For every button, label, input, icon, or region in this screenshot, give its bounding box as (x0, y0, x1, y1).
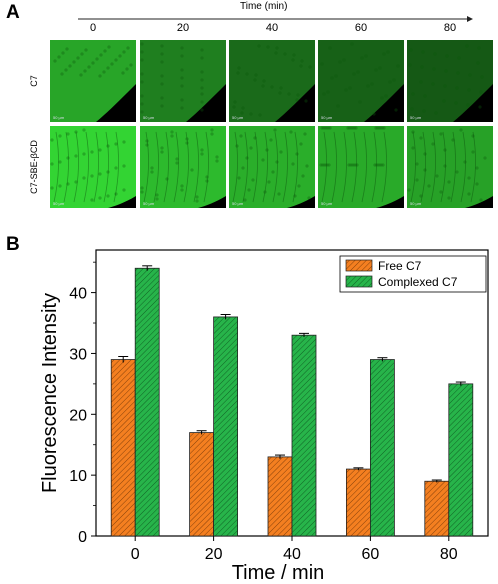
legend-swatch (345, 259, 373, 272)
x-tick-label: 40 (283, 546, 301, 563)
time-column-label: 0 (89, 22, 97, 34)
y-tick-label: 10 (69, 468, 87, 485)
time-column-label: 20 (176, 22, 190, 34)
scale-bar-label: 50 µm (143, 201, 155, 206)
micrograph-image: 50 µm (229, 40, 315, 122)
scale-bar-label: 50 µm (410, 201, 422, 206)
x-tick-label: 20 (205, 546, 223, 563)
bar-complexed-c7 (291, 334, 317, 537)
scale-bar-label: 50 µm (321, 201, 333, 206)
micrograph-image: 50 µm (50, 40, 136, 122)
micrograph-image: 50 µm (318, 126, 404, 208)
scale-bar-label: 50 µm (321, 115, 333, 120)
x-tick-label: 60 (362, 546, 380, 563)
y-tick-label: 20 (69, 407, 87, 424)
x-axis-label: Time / min (232, 562, 325, 584)
bar-free-c7 (424, 480, 450, 537)
scale-bar-label: 50 µm (232, 201, 244, 206)
y-tick-label: 40 (69, 286, 87, 303)
time-column-label: 40 (265, 22, 279, 34)
time-column-label: 60 (354, 22, 368, 34)
time-axis-label: Time (min) (240, 1, 288, 12)
time-arrow-icon (78, 16, 473, 22)
sample-row-label: C7-SBE-βCD (28, 140, 39, 194)
bar-complexed-c7 (369, 359, 395, 537)
micrograph-image: 50 µm (407, 126, 493, 208)
y-tick-label: 30 (69, 346, 87, 363)
bar-free-c7 (345, 468, 371, 537)
panel-b-letter: B (6, 234, 20, 255)
y-axis-label: Fluorescence Intensity (39, 293, 61, 493)
time-column-label: 80 (443, 22, 457, 34)
bar-free-c7 (267, 456, 293, 537)
bar-complexed-c7 (134, 267, 160, 537)
bar-free-c7 (189, 432, 215, 537)
bar-complexed-c7 (448, 383, 474, 537)
micrograph-image: 50 µm (229, 126, 315, 208)
panel-a-letter: A (6, 2, 20, 23)
bar-free-c7 (110, 359, 136, 537)
legend-label: Complexed C7 (378, 275, 458, 289)
micrograph-image: 50 µm (140, 40, 226, 122)
x-tick-label: 80 (440, 546, 458, 563)
micrograph-image: 50 µm (140, 126, 226, 208)
legend-label: Free C7 (378, 259, 422, 273)
micrograph-image: 50 µm (318, 40, 404, 122)
x-tick-label: 0 (131, 546, 140, 563)
legend-swatch (345, 275, 373, 288)
bar-complexed-c7 (213, 316, 239, 537)
scale-bar-label: 50 µm (232, 115, 244, 120)
scale-bar-label: 50 µm (143, 115, 155, 120)
y-tick-label: 0 (78, 529, 87, 546)
micrograph-image: 50 µm (50, 126, 136, 208)
scale-bar-label: 50 µm (53, 115, 65, 120)
scale-bar-label: 50 µm (410, 115, 422, 120)
scale-bar-label: 50 µm (53, 201, 65, 206)
micrograph-image: 50 µm (407, 40, 493, 122)
sample-row-label: C7 (28, 75, 39, 87)
fluorescence-bar-chart: 0 10 20 30 40 0 20 40 60 80 Time / min Fluorescence… (39, 249, 489, 584)
